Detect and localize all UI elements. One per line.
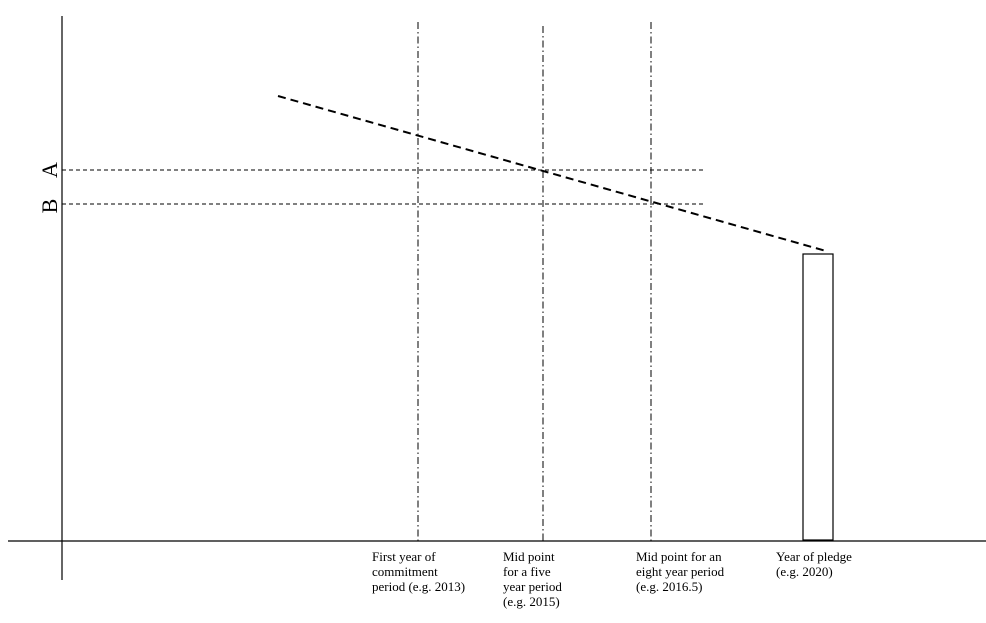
level-label-a: A [37, 162, 62, 178]
x-label-first-year: First year of commitment period (e.g. 20… [372, 549, 466, 594]
level-label-b: B [37, 198, 62, 214]
x-label-pledge: Year of pledge (e.g. 2020) [776, 549, 852, 579]
x-label-mid-eight: Mid point for an eight year period (e.g.… [636, 549, 725, 594]
x-label-mid-five: Mid point for a five year period (e.g. 2… [503, 549, 562, 609]
trajectory-line [277, 95, 827, 252]
pledge-bar [802, 253, 834, 541]
